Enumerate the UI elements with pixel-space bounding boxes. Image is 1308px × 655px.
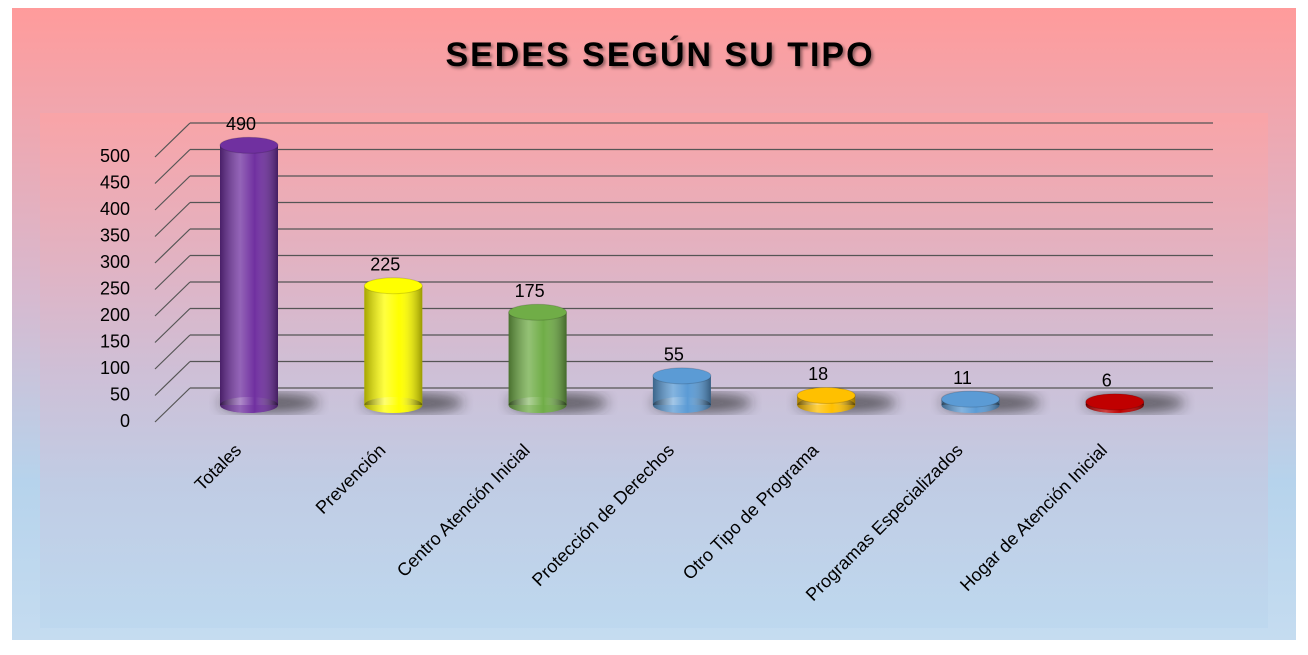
data-label: 225 <box>370 255 400 275</box>
y-tick-label: 500 <box>100 146 130 166</box>
data-label: 11 <box>953 368 972 388</box>
grid-line <box>154 387 191 423</box>
grid-line <box>154 175 191 211</box>
grid-line <box>154 308 191 343</box>
bar-shade <box>508 312 567 405</box>
bar-shade <box>364 285 423 405</box>
grid-line <box>154 228 191 264</box>
bar-top <box>508 303 568 321</box>
data-label: 55 <box>664 345 684 365</box>
grid-line <box>154 361 191 396</box>
y-tick-label: 450 <box>100 172 130 192</box>
y-tick-label: 50 <box>110 384 130 404</box>
y-tick-label: 250 <box>100 278 130 298</box>
data-label: 6 <box>1102 371 1112 391</box>
y-tick-label: 0 <box>120 411 130 431</box>
grid-line <box>154 334 191 370</box>
data-label: 18 <box>808 364 828 384</box>
grid-line <box>154 281 191 317</box>
bar-top <box>1085 393 1145 411</box>
y-tick-label: 400 <box>100 199 130 219</box>
bar-top <box>652 367 712 385</box>
y-tick-label: 100 <box>100 358 130 378</box>
chart-title: SEDES SEGÚN SU TIPO <box>445 36 874 74</box>
y-tick-label: 150 <box>100 331 130 351</box>
bar-top <box>363 277 423 295</box>
bar-top <box>219 136 279 154</box>
y-tick-label: 350 <box>100 225 130 245</box>
data-label: 490 <box>226 114 256 134</box>
grid-line <box>154 122 191 158</box>
grid-line <box>154 149 191 184</box>
grid-line <box>154 255 191 290</box>
y-tick-label: 200 <box>100 305 130 325</box>
grid-line <box>154 202 191 237</box>
bar-top <box>941 390 1000 408</box>
y-tick-label: 300 <box>100 252 130 272</box>
bar-shade <box>220 145 278 406</box>
bar-top <box>796 386 856 404</box>
data-label: 175 <box>515 281 545 301</box>
